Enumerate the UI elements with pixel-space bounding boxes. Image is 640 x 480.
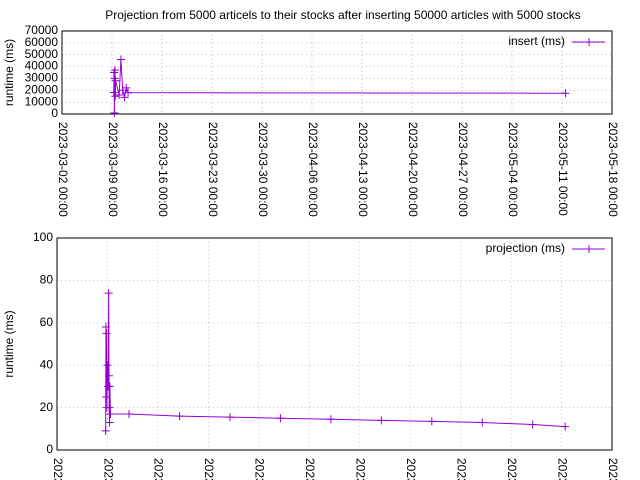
point — [427, 417, 436, 426]
point — [105, 403, 114, 412]
legend-label: insert (ms) — [508, 34, 565, 48]
point — [101, 426, 110, 435]
y-tick-label: 40 — [40, 357, 54, 371]
point — [115, 91, 124, 100]
point — [175, 412, 184, 421]
y-axis-label: runtime (ms) — [2, 310, 16, 377]
point — [102, 393, 111, 401]
point — [124, 88, 133, 97]
point — [104, 289, 113, 298]
x-tick-label: 2023-03-16 00:00 — [156, 122, 170, 217]
point — [561, 89, 570, 98]
y-tick-label: 0 — [46, 442, 53, 456]
x-tick-label: 2023-03-02 00:00 — [51, 458, 65, 480]
x-tick-label: 2023-03-23 00:00 — [206, 122, 220, 217]
legend-marker — [585, 38, 593, 46]
series-line — [105, 293, 566, 431]
y-tick-label: 20000 — [25, 82, 59, 96]
point — [105, 382, 114, 391]
plot-frame — [61, 30, 613, 115]
x-tick-label: 2023-03-16 00:00 — [152, 458, 166, 480]
x-tick-label: 2023-04-20 00:00 — [404, 458, 418, 480]
legend-label: projection (ms) — [486, 241, 565, 255]
x-tick-label: 2023-03-23 00:00 — [202, 458, 216, 480]
x-tick-label: 2023-05-18 00:00 — [606, 122, 620, 217]
x-tick-label: 2023-05-18 00:00 — [606, 458, 620, 480]
point — [102, 329, 111, 338]
x-tick-label: 2023-03-02 00:00 — [56, 122, 70, 217]
point — [225, 413, 234, 422]
plot-frame — [56, 237, 613, 451]
x-tick-label: 2023-05-11 00:00 — [556, 122, 570, 216]
x-tick-label: 2023-04-27 00:00 — [456, 122, 470, 217]
x-tick-label: 2023-05-04 00:00 — [506, 122, 520, 217]
point — [110, 66, 119, 75]
x-tick-label: 2023-04-13 00:00 — [354, 458, 368, 480]
x-tick-label: 2023-05-11 00:00 — [555, 458, 569, 480]
point — [276, 414, 285, 423]
chart-title: Projection from 5000 articels to their s… — [105, 8, 581, 22]
point — [105, 418, 114, 427]
y-tick-label: 60000 — [25, 35, 59, 49]
point — [377, 416, 386, 425]
point — [125, 409, 134, 418]
x-tick-label: 2023-03-09 00:00 — [106, 122, 120, 217]
x-tick-label: 2023-04-27 00:00 — [454, 458, 468, 480]
point — [478, 418, 487, 427]
y-tick-label: 10000 — [25, 94, 59, 108]
y-axis-label: runtime (ms) — [2, 39, 16, 106]
point — [101, 323, 110, 332]
point — [111, 92, 120, 101]
y-tick-label: 80 — [40, 273, 54, 287]
x-tick-label: 2023-04-13 00:00 — [356, 122, 370, 217]
point — [111, 76, 120, 85]
point — [110, 108, 119, 117]
x-tick-label: 2023-04-06 00:00 — [306, 122, 320, 217]
series-line — [113, 59, 566, 113]
x-tick-label: 2023-04-20 00:00 — [406, 122, 420, 217]
x-tick-label: 2023-03-09 00:00 — [101, 458, 115, 480]
y-tick-label: 60 — [40, 315, 54, 329]
y-tick-label: 100 — [33, 230, 53, 244]
x-tick-label: 2023-03-30 00:00 — [253, 458, 267, 480]
y-tick-label: 40000 — [25, 59, 59, 73]
point — [326, 415, 335, 424]
y-tick-label: 50000 — [25, 47, 59, 61]
y-tick-label: 30000 — [25, 71, 59, 85]
x-tick-label: 2023-04-06 00:00 — [303, 458, 317, 480]
point — [103, 361, 112, 370]
y-tick-label: 20 — [40, 400, 54, 414]
legend-marker — [585, 245, 593, 253]
point — [116, 55, 125, 64]
point — [106, 409, 115, 418]
y-tick-label: 0 — [51, 106, 58, 120]
x-tick-label: 2023-03-30 00:00 — [256, 122, 270, 217]
x-tick-label: 2023-05-04 00:00 — [505, 458, 519, 480]
point — [109, 88, 118, 97]
point — [104, 371, 113, 380]
point — [122, 83, 131, 92]
point — [561, 422, 570, 431]
y-tick-label: 70000 — [25, 23, 59, 37]
point — [528, 420, 537, 429]
point — [120, 93, 129, 102]
